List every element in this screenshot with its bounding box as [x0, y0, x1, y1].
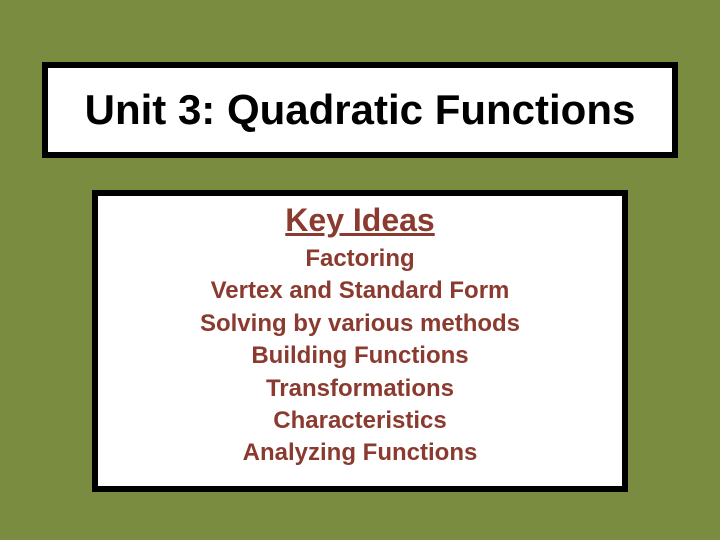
list-item: Building Functions	[251, 340, 468, 372]
list-item: Analyzing Functions	[243, 437, 478, 469]
list-item: Vertex and Standard Form	[211, 275, 510, 307]
title-box: Unit 3: Quadratic Functions	[42, 62, 678, 158]
list-item: Solving by various methods	[200, 308, 520, 340]
key-ideas-heading: Key Ideas	[285, 202, 434, 239]
list-item: Characteristics	[273, 405, 446, 437]
list-item: Transformations	[266, 373, 454, 405]
content-box: Key Ideas Factoring Vertex and Standard …	[92, 190, 628, 492]
slide-title: Unit 3: Quadratic Functions	[85, 86, 636, 134]
list-item: Factoring	[305, 243, 414, 275]
